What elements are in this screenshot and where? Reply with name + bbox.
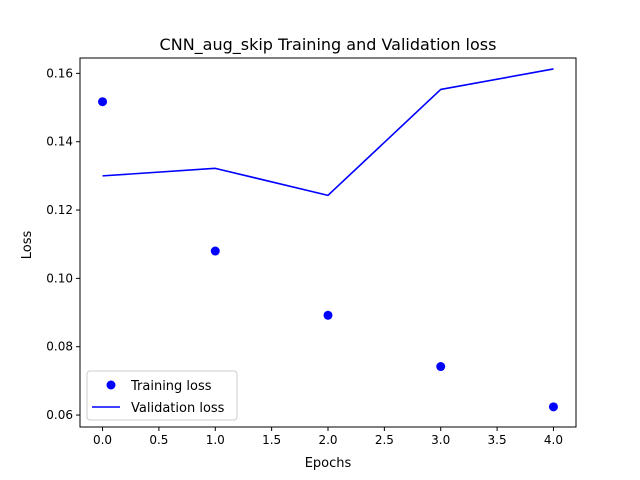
x-tick-label: 2.5 — [375, 433, 394, 447]
validation-loss-line — [102, 68, 554, 197]
validation-loss-series — [102, 68, 554, 197]
training-loss-point — [436, 362, 446, 372]
legend-validation-label: Validation loss — [131, 401, 225, 416]
legend-training-label: Training loss — [130, 379, 212, 394]
x-tick-label: 3.5 — [488, 433, 507, 447]
plot-background — [80, 58, 576, 427]
legend-training-marker — [106, 380, 116, 390]
x-tick-label: 0.0 — [93, 433, 112, 447]
training-loss-point — [323, 310, 333, 320]
training-loss-point — [548, 402, 558, 412]
chart-title: CNN_aug_skip Training and Validation los… — [160, 35, 497, 55]
x-tick-label: 1.0 — [206, 433, 225, 447]
x-axis: 0.0 0.5 1.0 1.5 2.0 2.5 3.0 3.5 4.0 — [93, 427, 563, 447]
y-axis-label: Loss — [20, 231, 35, 260]
y-tick-label: 0.10 — [46, 271, 73, 285]
plot-area — [79, 57, 577, 428]
legend: Training loss Validation loss — [86, 370, 238, 421]
y-tick-label: 0.06 — [46, 408, 73, 422]
training-loss-point — [98, 97, 108, 107]
y-axis: 0.06 0.08 0.10 0.12 0.14 0.16 — [46, 66, 80, 422]
legend-box — [86, 370, 238, 421]
x-tick-label: 1.5 — [262, 433, 281, 447]
x-tick-label: 3.0 — [431, 433, 450, 447]
y-tick-label: 0.12 — [46, 203, 73, 217]
y-tick-label: 0.14 — [46, 135, 73, 149]
training-loss-series — [98, 97, 558, 412]
x-tick-label: 2.0 — [318, 433, 337, 447]
y-tick-label: 0.16 — [46, 66, 73, 80]
y-tick-label: 0.08 — [46, 340, 73, 354]
x-axis-label: Epochs — [305, 456, 352, 471]
x-tick-label: 0.5 — [149, 433, 168, 447]
x-tick-label: 4.0 — [544, 433, 563, 447]
training-loss-point — [210, 246, 220, 256]
